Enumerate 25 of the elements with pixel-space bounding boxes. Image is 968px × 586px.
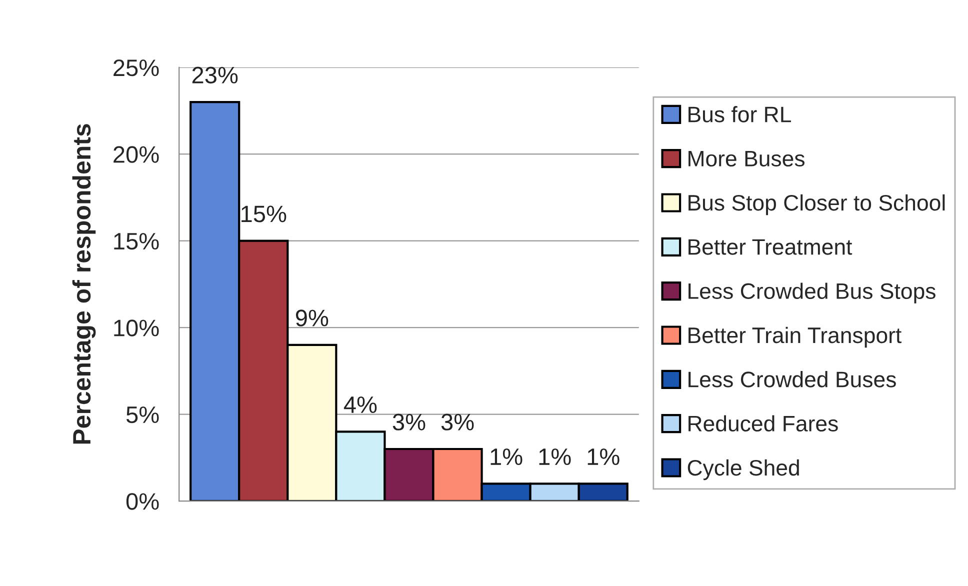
legend-label: Bus for RL [688,106,791,122]
y-tick-label: 10% [114,320,159,336]
data-label: 3% [392,414,426,430]
data-label: 4% [344,396,377,413]
legend-label: Cycle Shed [688,459,799,480]
data-label: 1% [539,448,571,466]
legend-label: Reduced Fares [688,415,838,432]
legend-label: Less Crowded Bus Stops [688,282,936,304]
data-label: 1% [588,448,620,466]
legend-label: Better Treatment [688,239,852,255]
y-tick-label: 0% [126,493,159,510]
data-label: 9% [296,310,328,326]
legend-label: More Buses [688,151,804,167]
legend-label: Better Train Transport [688,326,902,348]
y-axis-title: Percentage of respondents [72,124,96,444]
legend-label: Bus Stop Closer to School [688,194,945,216]
data-label: 15% [242,206,286,222]
y-tick-label: 25% [114,59,159,76]
data-label: 1% [490,448,522,466]
data-label: 3% [441,414,474,430]
data-label: 23% [192,66,238,84]
y-tick-label: 20% [114,146,159,163]
y-tick-label: 5% [126,406,159,424]
legend-label: Less Crowded Buses [688,371,896,388]
y-tick-label: 15% [114,233,159,250]
